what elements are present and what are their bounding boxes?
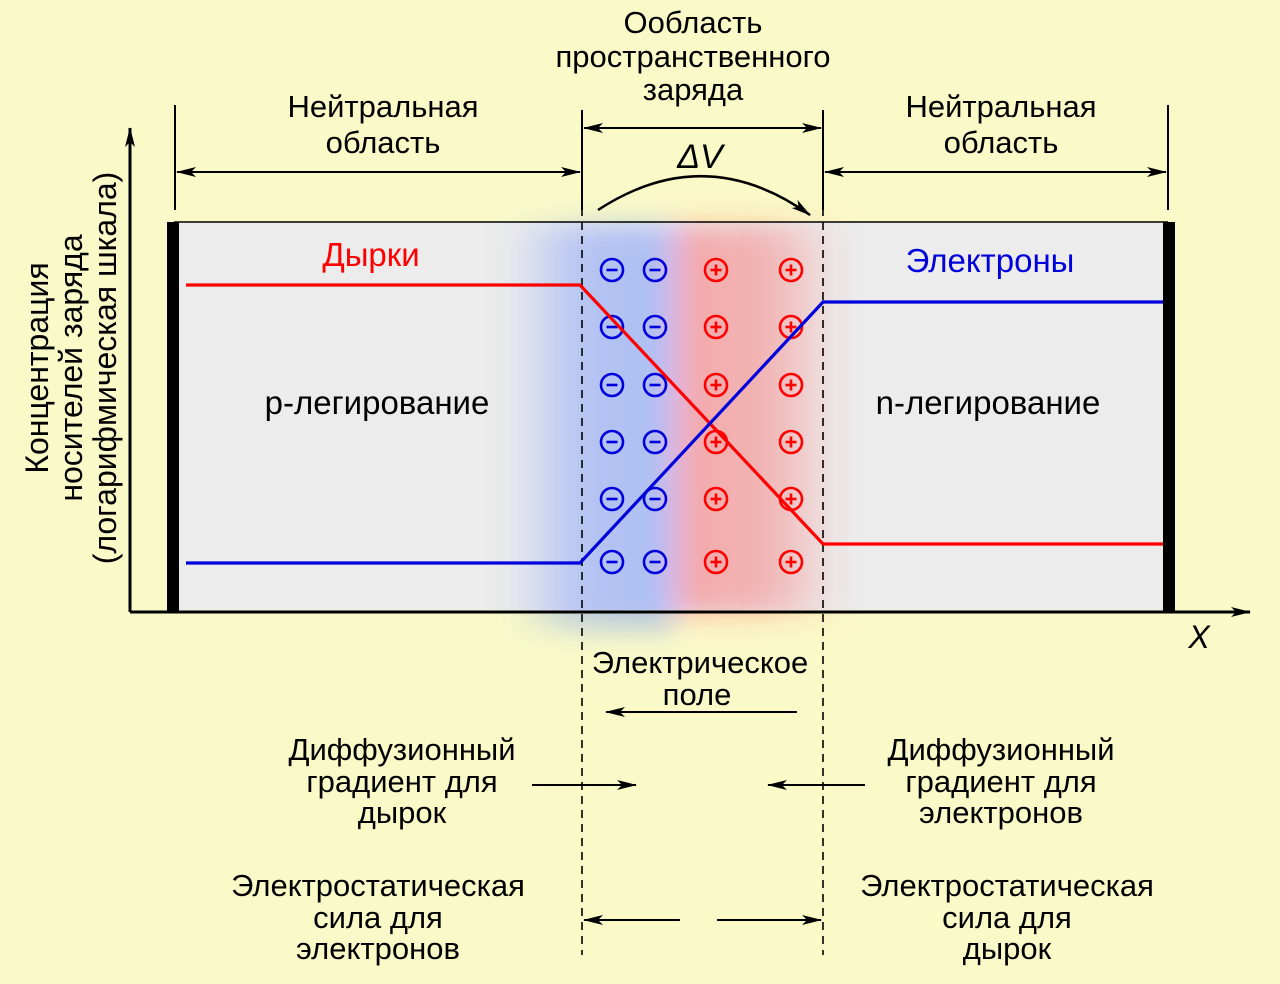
negative-ion-icon xyxy=(599,549,625,575)
diffusion-holes-label: Диффузионный градиент для дырок xyxy=(288,732,515,830)
negative-ion-icon xyxy=(599,429,625,455)
electric-field-label: Электрическое поле xyxy=(592,645,809,712)
left-contact xyxy=(167,222,179,612)
n-region-label: n-легирование xyxy=(876,384,1101,421)
negative-ion-icon xyxy=(642,314,668,340)
right-contact xyxy=(1163,222,1175,612)
force-electrons-label: Электростатическая сила для электронов xyxy=(231,868,525,966)
force-electrons-line-3: электронов xyxy=(296,931,460,966)
positive-ion-icon xyxy=(703,486,729,512)
depletion-title-line-3: заряда xyxy=(643,72,744,107)
positive-charge-glow xyxy=(675,225,845,615)
negative-ion-icon xyxy=(642,372,668,398)
negative-ion-icon xyxy=(642,486,668,512)
neutral-right-label: Нейтральная область xyxy=(905,89,1096,160)
negative-ion-icon xyxy=(599,314,625,340)
diffusion-holes-line-2: градиент для xyxy=(306,764,497,799)
depletion-title-line-2: пространственного xyxy=(556,39,831,74)
positive-ion-icon xyxy=(703,549,729,575)
negative-ion-icon xyxy=(642,257,668,283)
neutral-left-line-1: Нейтральная xyxy=(287,89,478,124)
positive-ion-icon xyxy=(778,429,804,455)
positive-ion-icon xyxy=(703,257,729,283)
y-axis-label-line-3: (логарифмическая шкала) xyxy=(87,172,123,565)
diffusion-holes-line-3: дырок xyxy=(358,795,447,830)
negative-ion-icon xyxy=(599,372,625,398)
force-electrons-line-2: сила для xyxy=(313,900,443,935)
depletion-title: Ообласть пространственного заряда xyxy=(556,5,831,107)
force-electrons-line-1: Электростатическая xyxy=(231,868,525,903)
diffusion-electrons-label: Диффузионный градиент для электронов xyxy=(887,732,1114,830)
depletion-title-line-1: Ообласть xyxy=(624,5,763,40)
negative-ion-icon xyxy=(642,429,668,455)
x-axis-label: X xyxy=(1187,619,1211,655)
force-holes-line-2: сила для xyxy=(942,900,1072,935)
negative-ion-icon xyxy=(599,486,625,512)
y-axis-label-line-1: Концентрация xyxy=(19,262,55,473)
p-region-label: p-легирование xyxy=(265,384,490,421)
positive-ion-icon xyxy=(778,549,804,575)
electron-concentration-curve xyxy=(186,300,1163,565)
diffusion-electrons-line-2: градиент для xyxy=(905,764,1096,799)
neutral-left-line-2: область xyxy=(326,125,441,160)
diffusion-electrons-line-3: электронов xyxy=(919,795,1083,830)
positive-ion-icon xyxy=(703,314,729,340)
force-holes-line-3: дырок xyxy=(963,931,1052,966)
force-holes-label: Электростатическая сила для дырок xyxy=(860,868,1154,966)
holes-label: Дырки xyxy=(322,236,419,273)
electric-field-line-1: Электрическое xyxy=(592,645,809,680)
negative-ion-icon xyxy=(642,549,668,575)
electric-field-line-2: поле xyxy=(663,677,732,712)
positive-ion-icon xyxy=(703,372,729,398)
depletion-glow xyxy=(505,225,845,630)
positive-ion-icon xyxy=(778,257,804,283)
hole-concentration-curve xyxy=(186,283,1163,546)
positive-ion-icon xyxy=(778,372,804,398)
negative-ion-icon xyxy=(599,257,625,283)
potential-arc-arrow xyxy=(597,175,811,217)
neutral-right-line-1: Нейтральная xyxy=(905,89,1096,124)
diffusion-holes-line-1: Диффузионный xyxy=(288,732,515,767)
force-holes-line-1: Электростатическая xyxy=(860,868,1154,903)
y-axis-label-line-2: носителей заряда xyxy=(53,234,89,502)
y-axis-label: Концентрация носителей заряда (логарифми… xyxy=(19,172,123,565)
delta-v-label: ΔV xyxy=(676,138,726,176)
neutral-right-line-2: область xyxy=(944,125,1059,160)
neutral-left-label: Нейтральная область xyxy=(287,89,478,160)
diffusion-electrons-line-1: Диффузионный xyxy=(887,732,1114,767)
electrons-label: Электроны xyxy=(906,242,1075,279)
